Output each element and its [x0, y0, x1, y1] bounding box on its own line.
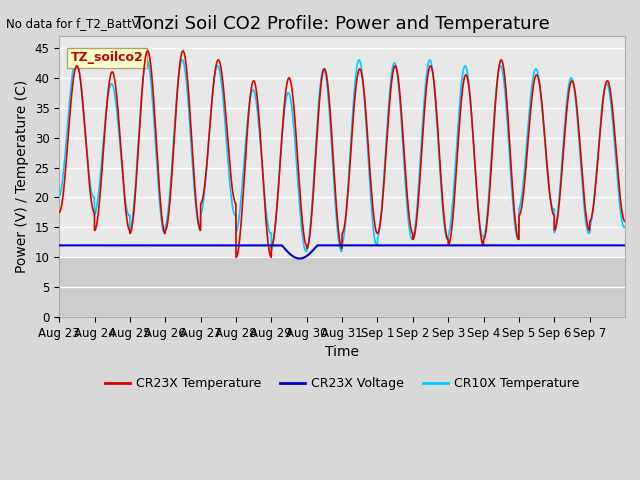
Text: TZ_soilco2: TZ_soilco2	[70, 51, 143, 64]
Y-axis label: Power (V) / Temperature (C): Power (V) / Temperature (C)	[15, 80, 29, 273]
Title: Tonzi Soil CO2 Profile: Power and Temperature: Tonzi Soil CO2 Profile: Power and Temper…	[134, 15, 550, 33]
Bar	[59, 257, 625, 317]
X-axis label: Time: Time	[325, 346, 359, 360]
Legend: CR23X Temperature, CR23X Voltage, CR10X Temperature: CR23X Temperature, CR23X Voltage, CR10X …	[100, 372, 584, 396]
Text: No data for f_T2_BattV: No data for f_T2_BattV	[6, 17, 140, 30]
Bar	[59, 36, 625, 257]
